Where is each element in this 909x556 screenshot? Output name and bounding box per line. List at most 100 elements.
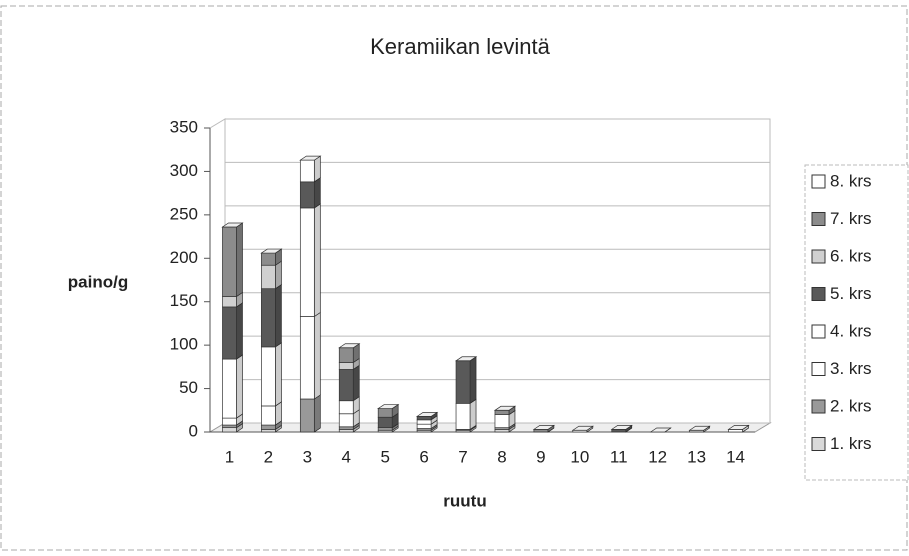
bar xyxy=(533,429,549,433)
bar xyxy=(222,226,237,297)
bar-top xyxy=(649,427,672,433)
bar-top xyxy=(454,356,478,362)
bar xyxy=(728,429,743,433)
bar-side xyxy=(236,222,243,298)
x-tick-label: 1 xyxy=(225,447,234,466)
x-tick-label: 4 xyxy=(342,447,351,466)
bar xyxy=(299,159,315,183)
bar-side xyxy=(313,177,321,209)
bar-top xyxy=(221,222,244,228)
bar xyxy=(222,306,237,360)
bar xyxy=(494,414,510,429)
legend-swatch xyxy=(811,174,826,189)
legend-label: 8. krs xyxy=(830,171,872,190)
bar xyxy=(261,264,276,290)
y-axis-label: paino/g xyxy=(68,272,128,291)
legend-swatch xyxy=(811,324,826,339)
bar-side xyxy=(469,398,477,431)
y-tick-label: 200 xyxy=(170,248,198,267)
bar xyxy=(299,398,315,433)
x-tick-label: 10 xyxy=(570,447,589,466)
bar xyxy=(222,424,237,429)
bar-side xyxy=(313,155,321,183)
bar xyxy=(377,416,393,429)
bar xyxy=(222,427,237,433)
bar-side xyxy=(275,260,282,290)
legend-label: 4. krs xyxy=(830,321,872,340)
bar xyxy=(261,424,276,430)
bar xyxy=(416,416,432,421)
legend-label: 3. krs xyxy=(830,359,872,378)
bar xyxy=(261,252,276,266)
x-tick-label: 2 xyxy=(264,447,273,466)
bar-top xyxy=(260,248,283,254)
bar xyxy=(222,296,237,308)
bar-top xyxy=(377,404,400,409)
bar xyxy=(377,427,393,431)
legend-label: 6. krs xyxy=(830,246,872,265)
y-tick-label: 250 xyxy=(170,204,198,223)
bar-side xyxy=(275,342,282,407)
x-axis-label: ruutu xyxy=(443,491,486,510)
x-tick-label: 3 xyxy=(303,447,312,466)
legend-swatch xyxy=(811,362,826,376)
y-tick-label: 300 xyxy=(170,161,198,180)
legend-swatch xyxy=(811,287,826,301)
x-tick-label: 14 xyxy=(726,447,745,466)
bar xyxy=(455,360,471,404)
x-tick-label: 6 xyxy=(419,447,428,466)
bar-side xyxy=(275,284,282,348)
bar xyxy=(261,429,276,433)
x-tick-label: 5 xyxy=(380,447,389,466)
bar-side xyxy=(352,364,360,402)
bar xyxy=(338,413,354,428)
legend-swatch xyxy=(811,212,826,226)
bar xyxy=(416,423,432,429)
x-tick-label: 12 xyxy=(648,447,667,466)
y-tick-label: 0 xyxy=(189,421,198,440)
bar-top xyxy=(688,425,711,431)
bar-top xyxy=(727,425,750,430)
bar xyxy=(222,358,237,419)
legend-label: 1. krs xyxy=(830,434,872,453)
floor xyxy=(208,422,772,433)
bar xyxy=(338,426,354,430)
bar-side xyxy=(313,203,321,318)
bar-side xyxy=(236,354,243,419)
legend-swatch xyxy=(811,437,826,451)
bar-top xyxy=(532,425,556,430)
bar-top xyxy=(299,155,322,161)
legend-label: 7. krs xyxy=(830,209,872,228)
chart-title: Keramiikan levintä xyxy=(370,34,551,59)
legend-swatch xyxy=(811,399,826,414)
bar xyxy=(299,316,315,400)
legend-label: 2. krs xyxy=(830,396,872,415)
bar-top xyxy=(415,412,439,417)
legend-label: 5. krs xyxy=(830,284,872,303)
bar xyxy=(455,402,471,430)
legend-swatch xyxy=(811,249,826,264)
x-tick-label: 9 xyxy=(536,447,545,466)
y-tick-label: 150 xyxy=(170,291,198,310)
bar xyxy=(261,405,276,426)
bar-top xyxy=(610,425,633,430)
bar xyxy=(261,288,276,348)
bar xyxy=(494,409,510,415)
bar xyxy=(338,362,354,370)
bar xyxy=(377,408,393,418)
bar xyxy=(299,181,315,209)
bar-side xyxy=(313,311,321,400)
bar-side xyxy=(469,356,477,404)
bar xyxy=(261,346,276,407)
bar-side xyxy=(313,394,321,433)
bar-side xyxy=(236,302,243,360)
bar xyxy=(338,347,354,363)
bar xyxy=(299,207,315,317)
x-tick-label: 8 xyxy=(497,447,506,466)
bar xyxy=(338,369,354,402)
y-tick-label: 350 xyxy=(170,117,198,136)
bar xyxy=(494,429,510,433)
bar-top xyxy=(493,405,517,411)
bar xyxy=(338,429,354,433)
